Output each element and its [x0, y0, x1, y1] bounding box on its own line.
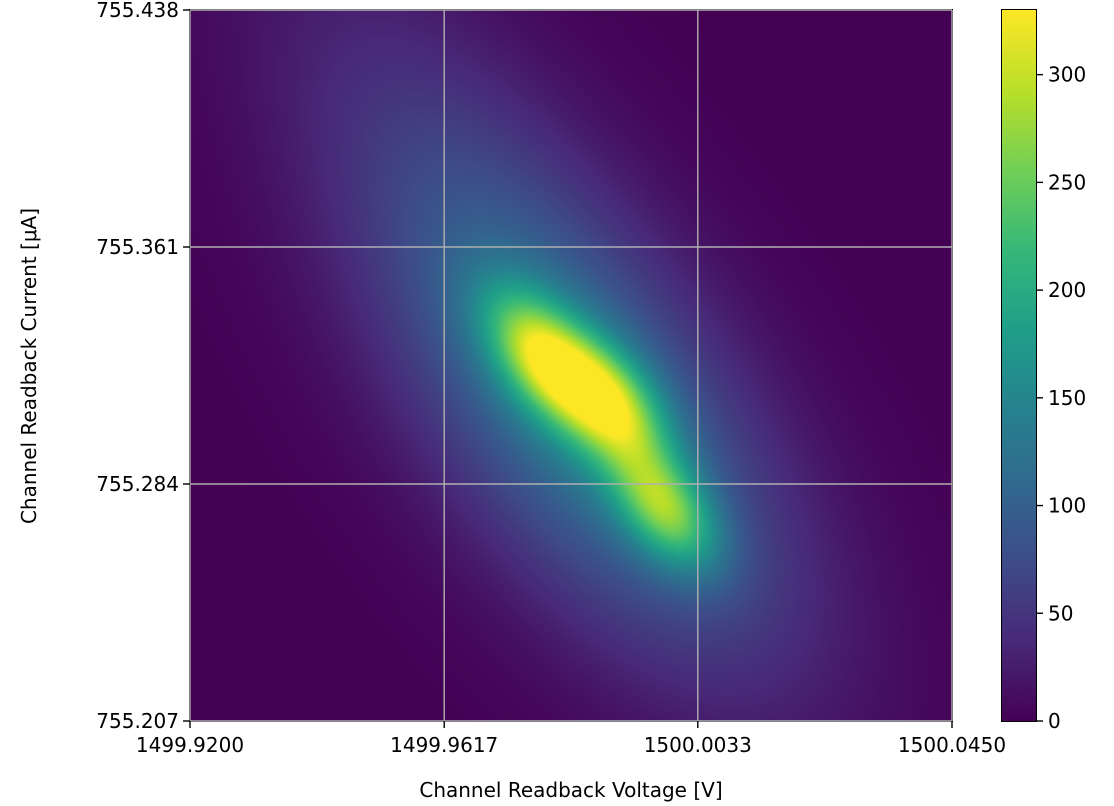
y-axis-label: Channel Readback Current [μA]	[17, 208, 41, 524]
x-axis-label: Channel Readback Voltage [V]	[419, 778, 722, 802]
colorbar-tick-label: 50	[1048, 601, 1073, 625]
colorbar-tick-label: 200	[1048, 278, 1086, 302]
density-heatmap	[190, 10, 952, 721]
colorbar-tick-label: 100	[1048, 494, 1086, 518]
colorbar-tick-label: 300	[1048, 63, 1086, 87]
colorbar-tick-label: 0	[1048, 709, 1061, 733]
colorbar-tick-label: 150	[1048, 386, 1086, 410]
x-tick-label: 1499.9617	[390, 733, 498, 757]
grid-lines	[189, 9, 953, 722]
colorbar	[1002, 10, 1036, 721]
x-tick-label: 1500.0450	[898, 733, 1006, 757]
y-tick-label: 755.207	[96, 709, 179, 733]
colorbar-tick-label: 250	[1048, 170, 1086, 194]
heatmap-plot-area	[190, 10, 952, 721]
y-tick-label: 755.284	[96, 472, 179, 496]
y-axis-ticks: 755.207 755.284 755.361 755.438	[96, 0, 190, 733]
x-tick-label: 1500.0033	[644, 733, 752, 757]
y-tick-label: 755.438	[96, 0, 179, 22]
colorbar-ticks: 0 50 100 150 200 250 300	[1036, 63, 1086, 733]
x-axis-ticks: 1499.9200 1499.9617 1500.0033 1500.0450	[136, 721, 1006, 757]
y-tick-label: 755.361	[96, 235, 179, 259]
x-tick-label: 1499.9200	[136, 733, 244, 757]
